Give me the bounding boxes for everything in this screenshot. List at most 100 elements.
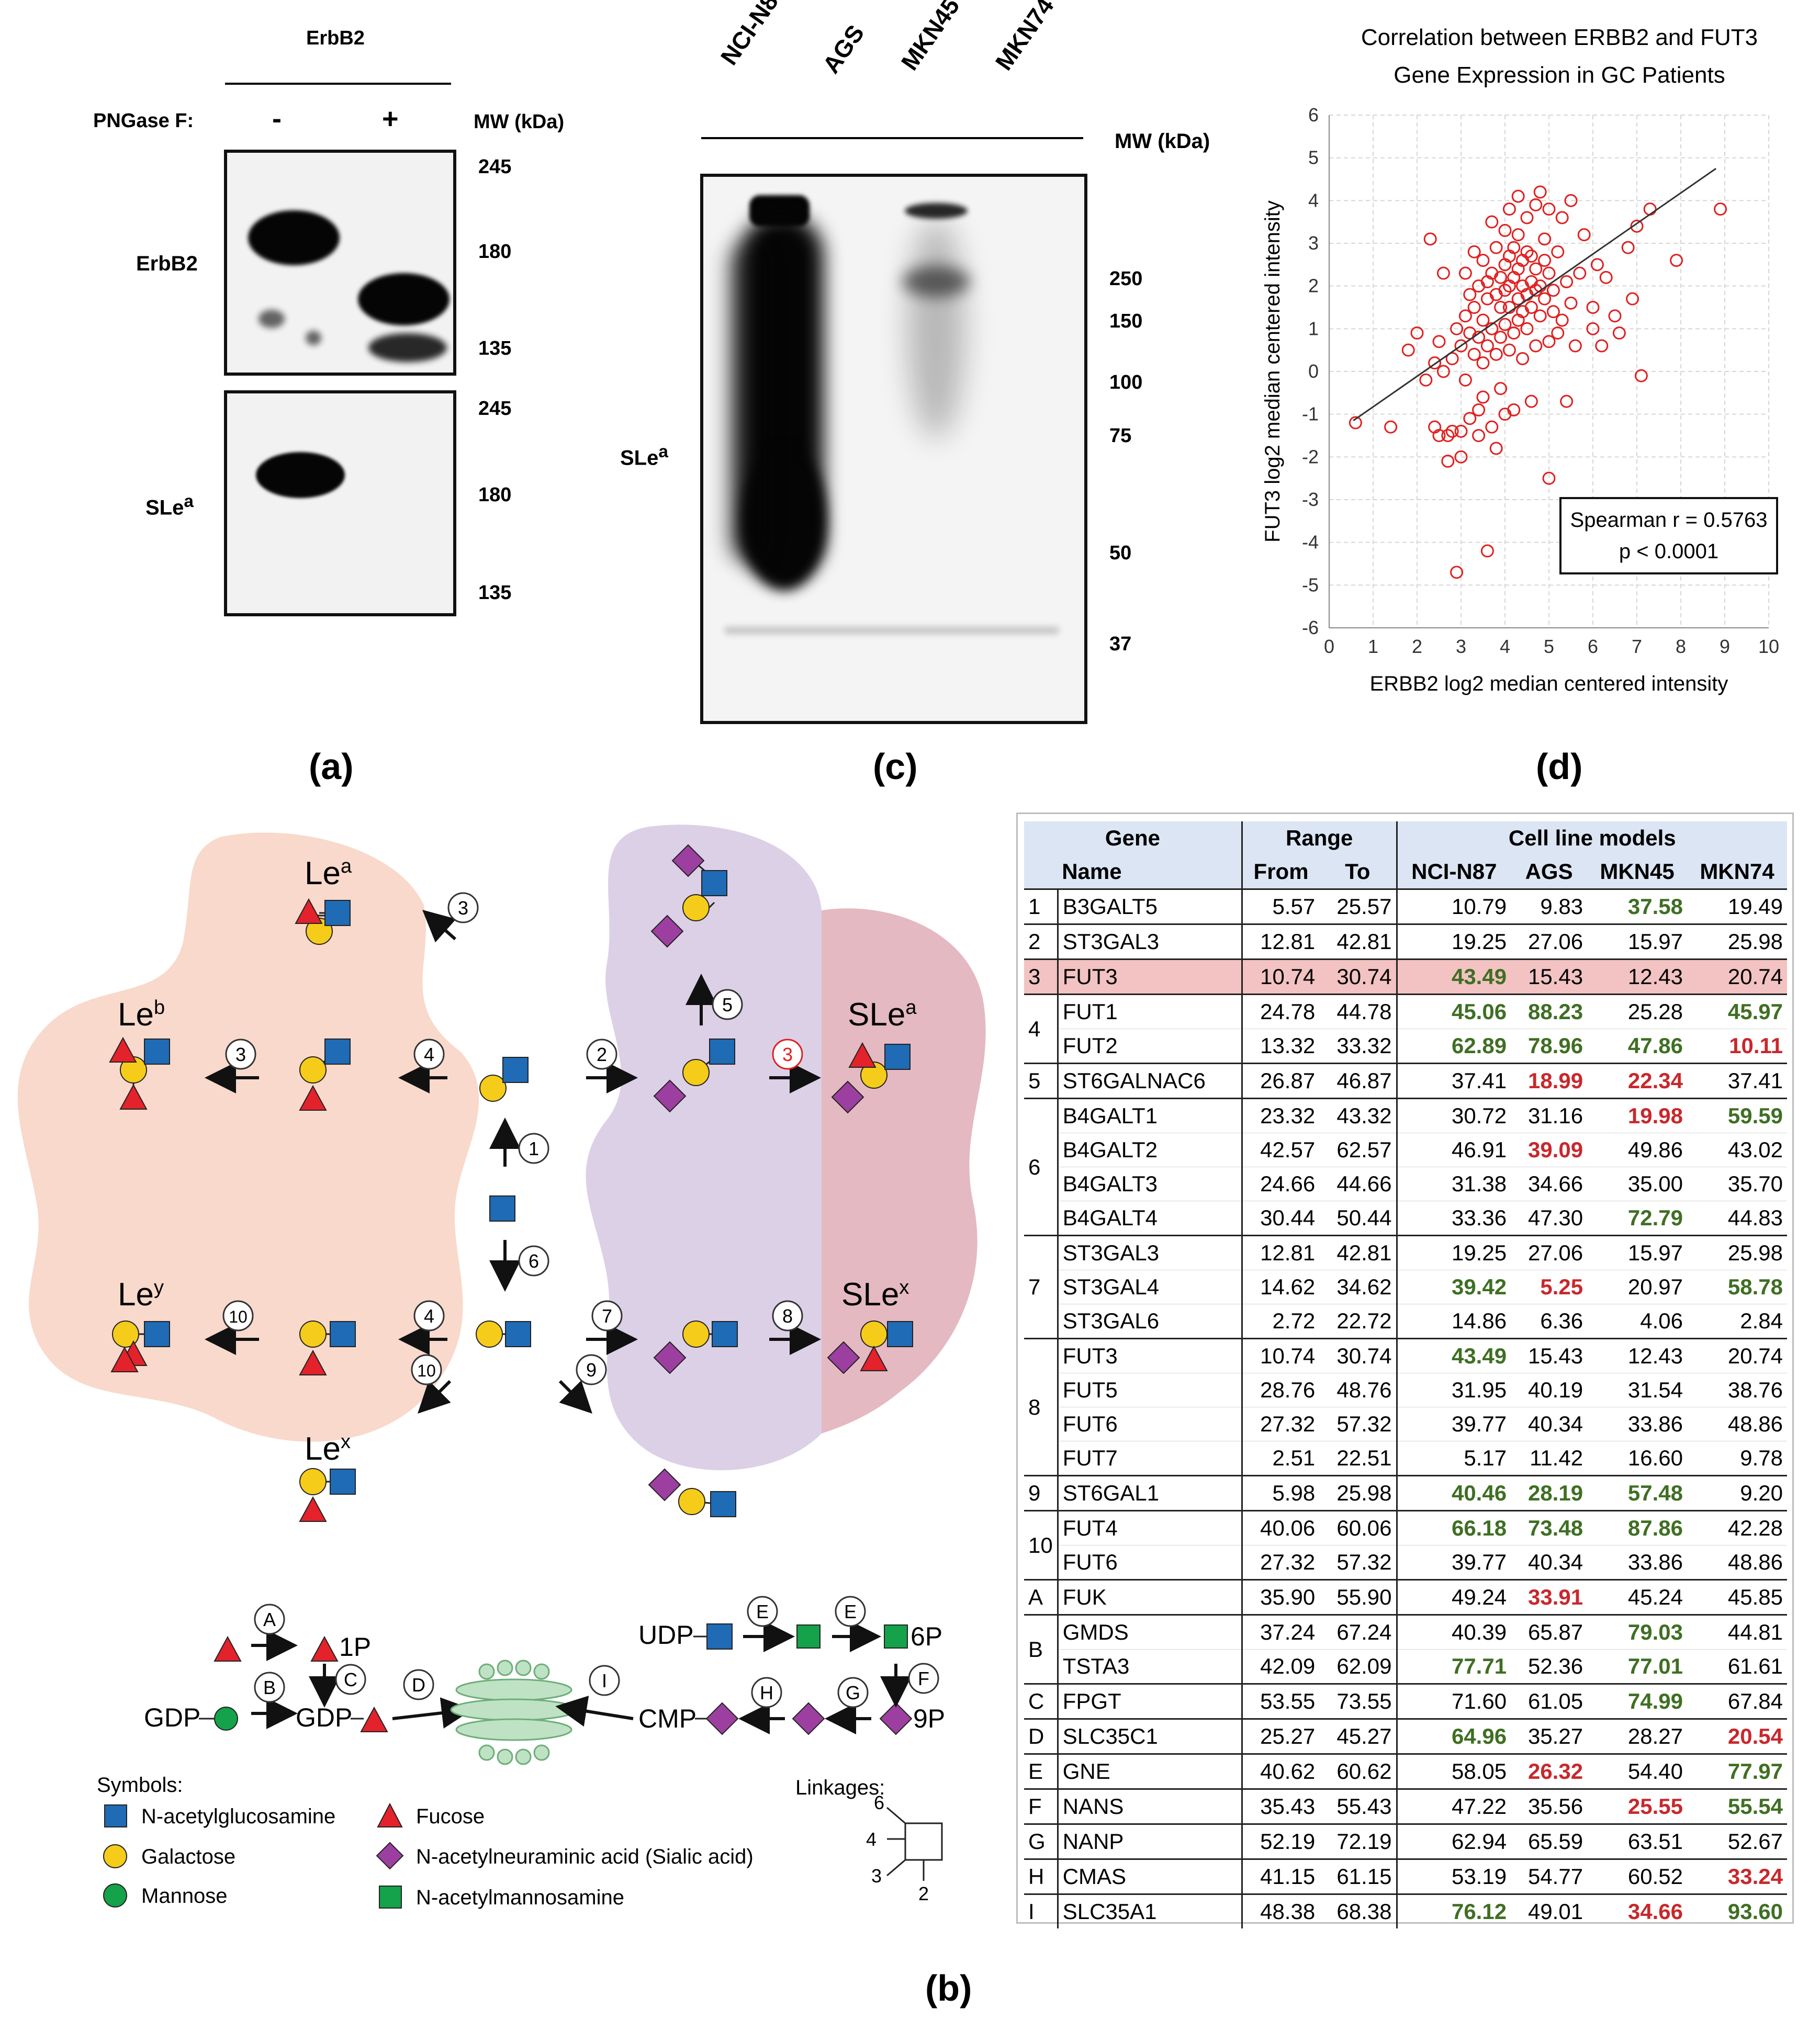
cell-value: 35.70: [1687, 1167, 1787, 1201]
y-tick-label: 5: [1308, 147, 1319, 168]
y-tick-label: 3: [1308, 232, 1319, 254]
step-10a: 10: [222, 1300, 254, 1331]
table-header-row-1: Gene Range Cell line models: [1024, 821, 1787, 855]
range-from: 28.76: [1242, 1373, 1320, 1407]
data-point: [1533, 185, 1547, 199]
data-point: [1538, 254, 1552, 267]
data-point: [1472, 403, 1486, 416]
cell-value: 33.86: [1587, 1545, 1688, 1580]
cell-value: 40.34: [1511, 1545, 1588, 1580]
table-row: FUT2 13.32 33.32 62.89 78.96 47.86 10.11: [1024, 1029, 1787, 1064]
cell-value: 10.11: [1687, 1029, 1787, 1064]
cell-value: 35.27: [1511, 1718, 1588, 1754]
range-to: 30.74: [1319, 1338, 1398, 1373]
svg-text:3: 3: [458, 897, 468, 919]
cell-value: 54.77: [1511, 1858, 1588, 1894]
mw-a-top-1: 245: [478, 156, 512, 178]
lea-glycan: [295, 899, 351, 945]
data-point: [1480, 544, 1494, 558]
panel-c-lane-line: [701, 137, 1083, 139]
cell-value: 40.39: [1397, 1614, 1511, 1650]
range-to: 44.78: [1319, 994, 1398, 1029]
chart-points: [1349, 185, 1727, 579]
range-from: 53.55: [1242, 1683, 1320, 1719]
th-blank: [1024, 855, 1058, 889]
data-point: [1441, 455, 1455, 468]
data-point: [1568, 339, 1582, 353]
cell-value: 55.54: [1687, 1788, 1787, 1824]
lane-label-1: NCI-N87: [715, 0, 791, 70]
step-9: 9: [576, 1354, 607, 1385]
cell-value: 61.05: [1511, 1683, 1588, 1719]
lane-label-4: MKN74: [990, 0, 1059, 75]
group-id: 6: [1024, 1098, 1059, 1236]
svg-text:H: H: [760, 1682, 773, 1703]
range-to: 62.09: [1319, 1649, 1398, 1684]
data-point: [1520, 245, 1534, 258]
data-point: [1432, 335, 1446, 348]
slea-label: SLea: [848, 997, 917, 1033]
svg-text:GDP: GDP: [144, 1703, 200, 1732]
svg-text:CMP: CMP: [638, 1704, 696, 1733]
gene-name: FUK: [1058, 1579, 1243, 1615]
cell-value: 28.19: [1511, 1475, 1588, 1511]
range-from: 40.62: [1242, 1753, 1320, 1789]
cell-value: 20.54: [1687, 1718, 1787, 1754]
blot-bottom-label: SLea: [145, 492, 194, 520]
group-id: A: [1024, 1579, 1059, 1615]
cell-value: 15.43: [1511, 1338, 1588, 1373]
range-to: 60.06: [1319, 1510, 1398, 1545]
y-tick-label: 1: [1308, 318, 1319, 339]
x-tick-label: 9: [1720, 636, 1730, 657]
data-point: [1516, 352, 1530, 365]
range-to: 25.98: [1319, 1475, 1398, 1511]
group-id: F: [1024, 1788, 1059, 1824]
range-to: 73.55: [1319, 1683, 1398, 1719]
range-from: 14.62: [1242, 1270, 1320, 1304]
range-to: 55.43: [1319, 1788, 1398, 1824]
data-point: [1401, 343, 1415, 357]
data-point: [1467, 301, 1481, 314]
data-point: [1463, 288, 1477, 301]
table-row: TSTA3 42.09 62.09 77.71 52.36 77.01 61.61: [1024, 1649, 1787, 1684]
cell-value: 35.00: [1587, 1167, 1688, 1201]
table-row: F NANS 35.43 55.43 47.22 35.56 25.55 55.54: [1024, 1788, 1787, 1824]
range-to: 22.51: [1319, 1441, 1398, 1476]
table-row: B4GALT4 30.44 50.44 33.36 47.30 72.79 44.83: [1024, 1201, 1787, 1236]
cell-value: 20.74: [1687, 1338, 1787, 1373]
mw-c-6: 37: [1109, 633, 1132, 655]
slea-glycan: [832, 1043, 911, 1113]
table-row: ST3GAL4 14.62 34.62 39.42 5.25 20.97 58.78: [1024, 1270, 1787, 1304]
range-to: 57.32: [1319, 1545, 1398, 1580]
group-id: I: [1024, 1893, 1059, 1928]
data-point: [1489, 347, 1503, 361]
svg-text:2: 2: [918, 1883, 929, 1904]
trend-line: [1353, 167, 1717, 422]
table-row: 7 ST3GAL3 12.81 42.81 19.25 27.06 15.97 25.98: [1024, 1235, 1787, 1339]
svg-text:G: G: [846, 1682, 860, 1703]
step-3c: 3: [447, 892, 479, 923]
cell-value: 53.19: [1397, 1858, 1511, 1894]
cell-value: 37.58: [1587, 888, 1688, 924]
svg-text:E: E: [756, 1601, 769, 1622]
y-tick-label: 4: [1308, 189, 1319, 211]
cell-value: 22.34: [1587, 1063, 1688, 1099]
cell-value: 34.66: [1511, 1167, 1588, 1201]
range-to: 57.32: [1319, 1407, 1398, 1441]
step-4a: 4: [413, 1039, 445, 1070]
cell-value: 9.20: [1687, 1475, 1787, 1511]
cell-value: 63.51: [1587, 1823, 1688, 1859]
table-row: B4GALT2 42.57 62.57 46.91 39.09 49.86 43.02: [1024, 1133, 1787, 1167]
cell-value: 67.84: [1687, 1683, 1787, 1719]
cell-value: 62.94: [1397, 1823, 1511, 1859]
data-point: [1520, 322, 1534, 335]
cell-value: 61.61: [1687, 1649, 1787, 1684]
cell-value: 65.87: [1511, 1614, 1588, 1650]
data-point: [1529, 339, 1543, 353]
data-point: [1476, 254, 1490, 267]
group-id: 4: [1024, 994, 1059, 1064]
range-to: 60.62: [1319, 1753, 1398, 1789]
y-tick-label: 0: [1308, 360, 1319, 382]
range-from: 27.32: [1242, 1407, 1320, 1441]
table-header-row-2: Name From To NCI-N87 AGS MKN45 MKN74: [1024, 855, 1787, 889]
